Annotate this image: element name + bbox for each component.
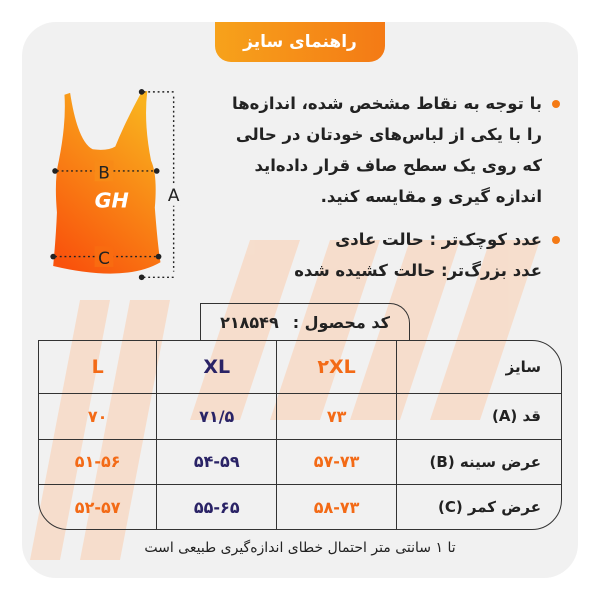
cell: ۵۸-۷۳ bbox=[276, 485, 396, 529]
header-2xl: ۲XL bbox=[276, 341, 396, 394]
cell: ۷۰ bbox=[39, 394, 157, 440]
cell: ۵۷-۷۳ bbox=[276, 439, 396, 486]
product-code-label: کد محصول : bbox=[292, 313, 390, 332]
label-c: C bbox=[98, 248, 110, 268]
cell: ۷۳ bbox=[276, 393, 396, 440]
product-code: کد محصول : ۲۱۸۵۴۹ bbox=[200, 303, 410, 341]
row-label: قد (A) bbox=[396, 393, 561, 440]
instruction-item: عدد کوچک‌تر : حالت عادی عدد بزرگ‌تر: حال… bbox=[222, 224, 562, 286]
label-b: B bbox=[98, 162, 110, 182]
table-row: عرض سینه (B) ۵۷-۷۳ ۵۴-۵۹ ۵۱-۵۶ bbox=[39, 439, 561, 486]
row-label: عرض سینه (B) bbox=[396, 439, 561, 486]
header-l: L bbox=[39, 341, 157, 394]
header-size: سایز bbox=[396, 341, 561, 394]
cell: ۵۴-۵۹ bbox=[156, 439, 277, 486]
brand-logo: GH bbox=[95, 189, 129, 213]
table-row: قد (A) ۷۳ ۷۱/۵ ۷۰ bbox=[39, 393, 561, 440]
cell: ۵۲-۵۷ bbox=[74, 497, 121, 517]
tank-top-diagram: GH B C A bbox=[50, 89, 182, 281]
label-a: A bbox=[168, 185, 180, 205]
instructions: با توجه به نقاط مشخص شده، اندازه‌ها را ب… bbox=[222, 88, 562, 298]
product-code-value: ۲۱۸۵۴۹ bbox=[220, 313, 279, 332]
header-xl: XL bbox=[156, 341, 277, 394]
size-table: سایز ۲XL XL L قد (A) ۷۳ ۷۱/۵ ۷۰ عرض سینه… bbox=[38, 340, 562, 530]
cell: ۵۵-۶۵ bbox=[156, 485, 276, 529]
tank-top-shape bbox=[53, 90, 161, 274]
table-row: عرض کمر (C) ۵۸-۷۳ ۵۵-۶۵ ۵۲-۵۷ bbox=[39, 485, 561, 529]
title-tab: راهنمای سایز bbox=[215, 22, 385, 62]
cell: ۷۱/۵ bbox=[156, 393, 277, 440]
instruction-item: با توجه به نقاط مشخص شده، اندازه‌ها را ب… bbox=[222, 88, 562, 212]
row-label: عرض کمر (C) bbox=[396, 485, 561, 529]
footnote: تا ۱ سانتی متر احتمال خطای اندازه‌گیری ط… bbox=[144, 540, 456, 556]
table-header-row: سایز ۲XL XL L bbox=[39, 341, 561, 394]
cell: ۵۱-۵۶ bbox=[39, 440, 157, 486]
